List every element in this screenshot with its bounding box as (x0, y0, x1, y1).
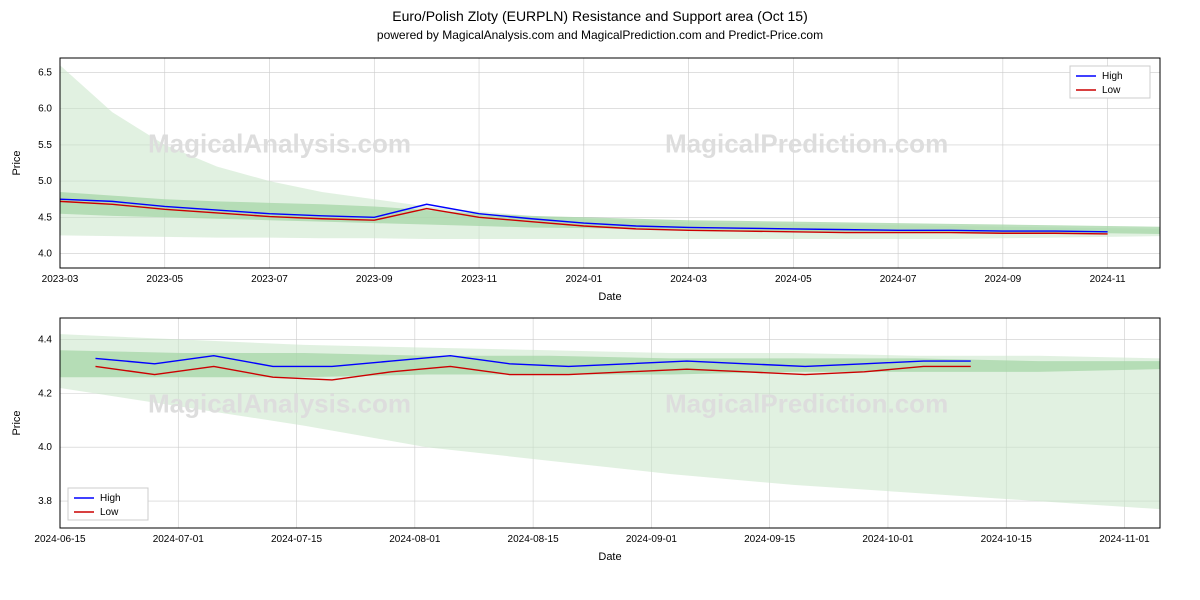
svg-text:5.0: 5.0 (38, 176, 52, 187)
svg-text:High: High (1102, 71, 1123, 82)
svg-text:4.5: 4.5 (38, 212, 52, 223)
svg-text:MagicalAnalysis.com: MagicalAnalysis.com (148, 129, 411, 159)
svg-text:Low: Low (1102, 85, 1121, 96)
svg-text:3.8: 3.8 (38, 496, 52, 507)
svg-text:2024-07-01: 2024-07-01 (153, 534, 205, 545)
svg-text:2023-07: 2023-07 (251, 274, 288, 285)
svg-text:High: High (100, 493, 121, 504)
svg-text:4.0: 4.0 (38, 249, 52, 260)
bottom-chart-wrap: 3.8 4.0 4.2 4.4 2024-06-15 2024-07-01 2024-07-… (0, 308, 1200, 568)
svg-text:4.4: 4.4 (38, 335, 52, 346)
svg-text:2023-05: 2023-05 (146, 274, 183, 285)
bottom-chart: 3.8 4.0 4.2 4.4 2024-06-15 2024-07-01 2024-07-… (0, 308, 1180, 568)
svg-text:5.5: 5.5 (38, 140, 52, 151)
svg-text:2024-10-15: 2024-10-15 (981, 534, 1033, 545)
svg-text:Price: Price (11, 410, 23, 435)
svg-text:2024-10-01: 2024-10-01 (862, 534, 914, 545)
svg-text:2023-09: 2023-09 (356, 274, 393, 285)
svg-text:Price: Price (11, 150, 23, 175)
top-chart: 4.0 4.5 5.0 5.5 6.0 6.5 2023-03 2023-05 2023-07 2… (0, 48, 1180, 308)
svg-text:2024-09-15: 2024-09-15 (744, 534, 796, 545)
svg-text:2024-08-01: 2024-08-01 (389, 534, 441, 545)
svg-text:2024-09: 2024-09 (985, 274, 1022, 285)
svg-text:4.2: 4.2 (38, 388, 52, 399)
svg-text:MagicalAnalysis.com: MagicalAnalysis.com (148, 389, 411, 419)
chart-title: Euro/Polish Zloty (EURPLN) Resistance an… (0, 0, 1200, 24)
svg-text:2024-01: 2024-01 (565, 274, 602, 285)
svg-text:2024-07-15: 2024-07-15 (271, 534, 323, 545)
svg-text:Low: Low (100, 507, 119, 518)
svg-text:6.0: 6.0 (38, 104, 52, 115)
top-chart-wrap: 4.0 4.5 5.0 5.5 6.0 6.5 2023-03 2023-05 2023-07 2… (0, 48, 1200, 308)
svg-text:MagicalPrediction.com: MagicalPrediction.com (665, 389, 948, 419)
svg-text:2024-08-15: 2024-08-15 (508, 534, 560, 545)
svg-text:2024-11: 2024-11 (1090, 274, 1126, 285)
svg-text:2024-03: 2024-03 (670, 274, 707, 285)
svg-text:6.5: 6.5 (38, 67, 52, 78)
svg-text:2024-11-01: 2024-11-01 (1099, 534, 1150, 545)
svg-text:4.0: 4.0 (38, 442, 52, 453)
svg-text:Date: Date (598, 551, 621, 563)
svg-text:2023-11: 2023-11 (461, 274, 497, 285)
svg-text:Date: Date (598, 291, 621, 303)
svg-text:2024-09-01: 2024-09-01 (626, 534, 678, 545)
svg-text:2024-05: 2024-05 (775, 274, 812, 285)
svg-text:2023-03: 2023-03 (42, 274, 79, 285)
svg-text:2024-06-15: 2024-06-15 (34, 534, 86, 545)
chart-subtitle: powered by MagicalAnalysis.com and Magic… (0, 24, 1200, 48)
svg-text:2024-07: 2024-07 (880, 274, 917, 285)
svg-text:MagicalPrediction.com: MagicalPrediction.com (665, 129, 948, 159)
